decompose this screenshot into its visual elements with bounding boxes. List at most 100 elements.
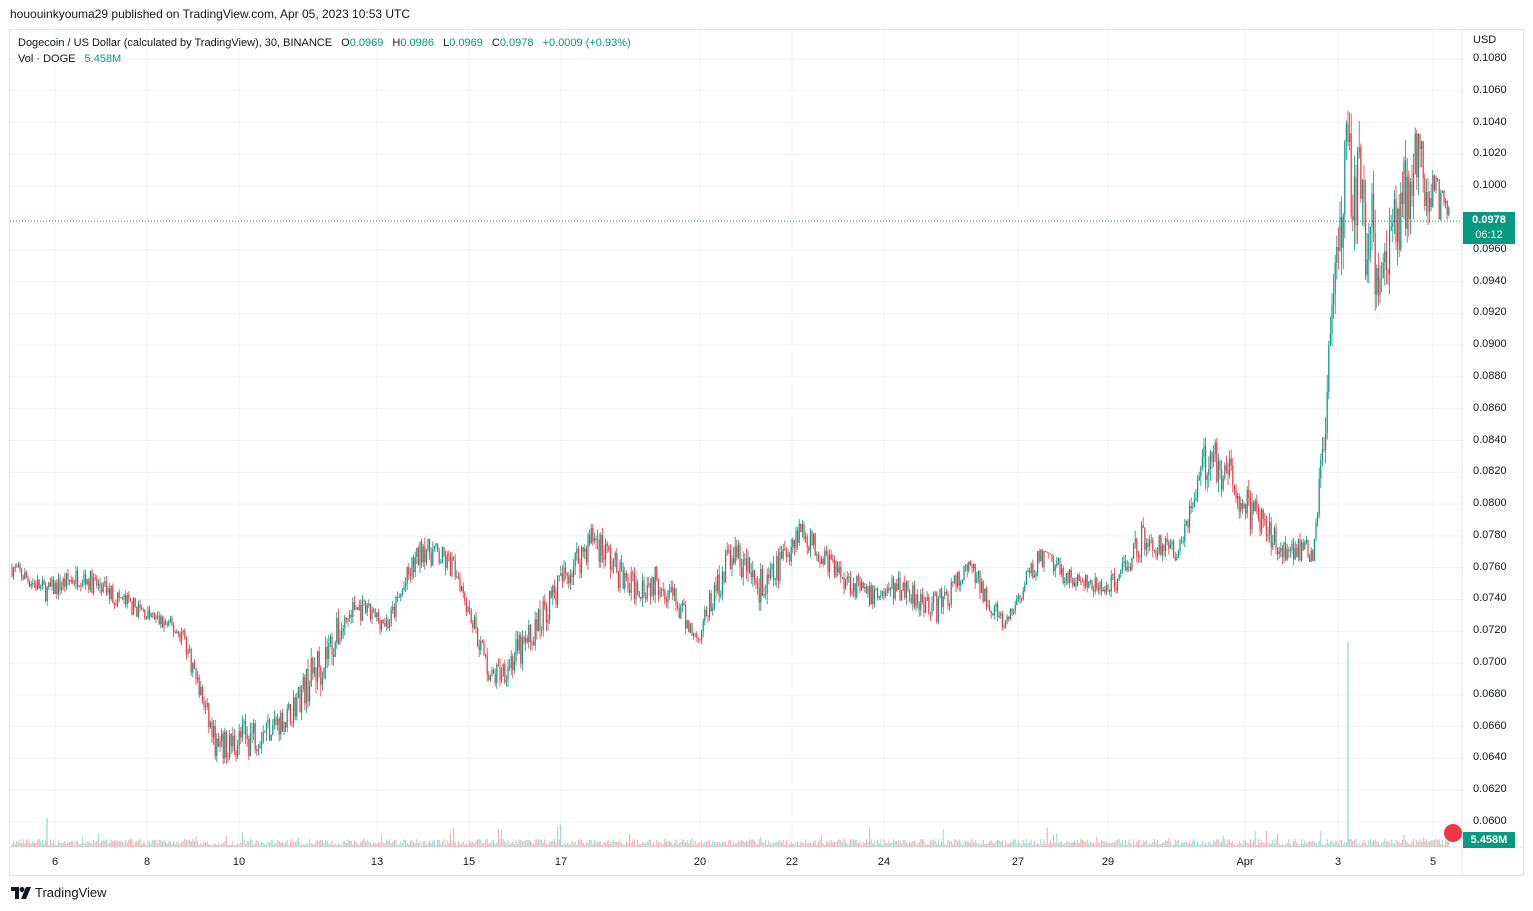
volume-bar xyxy=(1070,842,1072,847)
candle-body xyxy=(86,579,88,585)
volume-bar xyxy=(945,844,947,847)
candle-body xyxy=(400,594,402,598)
legend-symbol-row: Dogecoin / US Dollar (calculated by Trad… xyxy=(18,35,631,51)
volume-bar xyxy=(1371,842,1373,847)
candle-body xyxy=(88,579,90,590)
candle-body xyxy=(69,580,71,582)
volume-bar xyxy=(477,839,479,847)
volume-bar xyxy=(1302,843,1304,847)
candle-body xyxy=(1261,509,1263,532)
volume-bar xyxy=(627,842,629,847)
volume-bar xyxy=(195,836,197,847)
candle-body xyxy=(617,572,619,589)
candle-body xyxy=(835,561,837,577)
candle-body xyxy=(689,623,691,633)
candle-body xyxy=(870,585,872,605)
volume-bar xyxy=(813,841,815,847)
candle-body xyxy=(885,593,887,596)
volume-bar xyxy=(1405,840,1407,847)
volume-bar xyxy=(136,841,138,847)
volume-bar xyxy=(1309,841,1311,847)
candle-body xyxy=(512,656,514,671)
candle-body xyxy=(72,579,74,584)
volume-bar xyxy=(238,843,240,847)
candle-body xyxy=(1029,570,1031,573)
volume-bar xyxy=(744,842,746,847)
candle-body xyxy=(659,589,661,596)
candle-body xyxy=(926,597,928,601)
volume-bar xyxy=(1445,839,1447,847)
volume-bar xyxy=(880,839,882,847)
tradingview-logo[interactable]: TradingView xyxy=(11,885,107,900)
volume-bar xyxy=(963,842,965,847)
chart-frame[interactable] xyxy=(9,29,1524,876)
candle-body xyxy=(1377,267,1379,296)
currency-label: USD xyxy=(1473,34,1497,46)
candle-body xyxy=(896,583,898,591)
volume-bar xyxy=(392,841,394,847)
candle-body xyxy=(157,615,159,617)
volume-bar xyxy=(822,843,824,847)
volume-bar xyxy=(601,844,603,847)
volume-bar xyxy=(1190,843,1192,847)
volume-bar xyxy=(451,841,453,847)
candle-body xyxy=(640,596,642,599)
volume-bar xyxy=(216,844,218,847)
candle-body xyxy=(1355,176,1357,226)
volume-bar xyxy=(672,844,674,847)
candle-body xyxy=(310,658,312,687)
candle-body xyxy=(264,731,266,733)
volume-bar xyxy=(829,843,831,847)
volume-bar xyxy=(1395,840,1397,847)
volume-bar xyxy=(485,839,487,847)
volume-bar xyxy=(1278,843,1280,847)
candle-body xyxy=(669,590,671,593)
candle-body xyxy=(1243,504,1245,509)
candle-body xyxy=(1083,581,1085,587)
candle-body xyxy=(726,549,728,554)
volume-bar xyxy=(102,840,104,847)
volume-bar xyxy=(1294,839,1296,847)
volume-bar xyxy=(139,839,141,847)
volume-bar xyxy=(1437,840,1439,847)
candle-body xyxy=(75,570,77,584)
volume-bar xyxy=(712,840,714,847)
volume-bar xyxy=(865,839,867,847)
candle-body xyxy=(510,656,512,668)
candle-body xyxy=(1025,572,1027,585)
candles xyxy=(11,110,1450,765)
candle-body xyxy=(286,708,288,728)
volume-bar xyxy=(1261,840,1263,847)
candle-body xyxy=(869,586,871,605)
candle-body xyxy=(1425,192,1427,207)
candle-body xyxy=(1398,208,1400,250)
volume-bar xyxy=(89,843,91,847)
candle-body xyxy=(1001,613,1003,628)
candle-body xyxy=(128,595,130,599)
candle-body xyxy=(1233,485,1235,491)
volume-bar xyxy=(1035,843,1037,847)
volume-bar xyxy=(787,843,789,847)
volume-bar xyxy=(505,843,507,847)
volume-bar xyxy=(1403,835,1405,847)
volume-bar xyxy=(115,840,117,847)
flag-icon[interactable] xyxy=(1444,824,1462,842)
volume-bar xyxy=(109,842,111,847)
candle-body xyxy=(1253,502,1255,511)
volume-bar xyxy=(1064,842,1066,847)
candle-body xyxy=(227,756,229,758)
candle-body xyxy=(150,614,152,618)
candle-body xyxy=(321,677,323,685)
candle-body xyxy=(267,719,269,723)
candle-body xyxy=(368,603,370,606)
volume-bar xyxy=(41,839,43,847)
volume-bar xyxy=(701,840,703,847)
candle-body xyxy=(843,576,845,589)
volume-bar xyxy=(48,844,50,847)
volume-bar xyxy=(843,839,845,847)
volume-bar xyxy=(112,840,114,847)
candle-body xyxy=(913,585,915,607)
volume-bar xyxy=(310,843,312,847)
candle-body xyxy=(118,592,120,598)
